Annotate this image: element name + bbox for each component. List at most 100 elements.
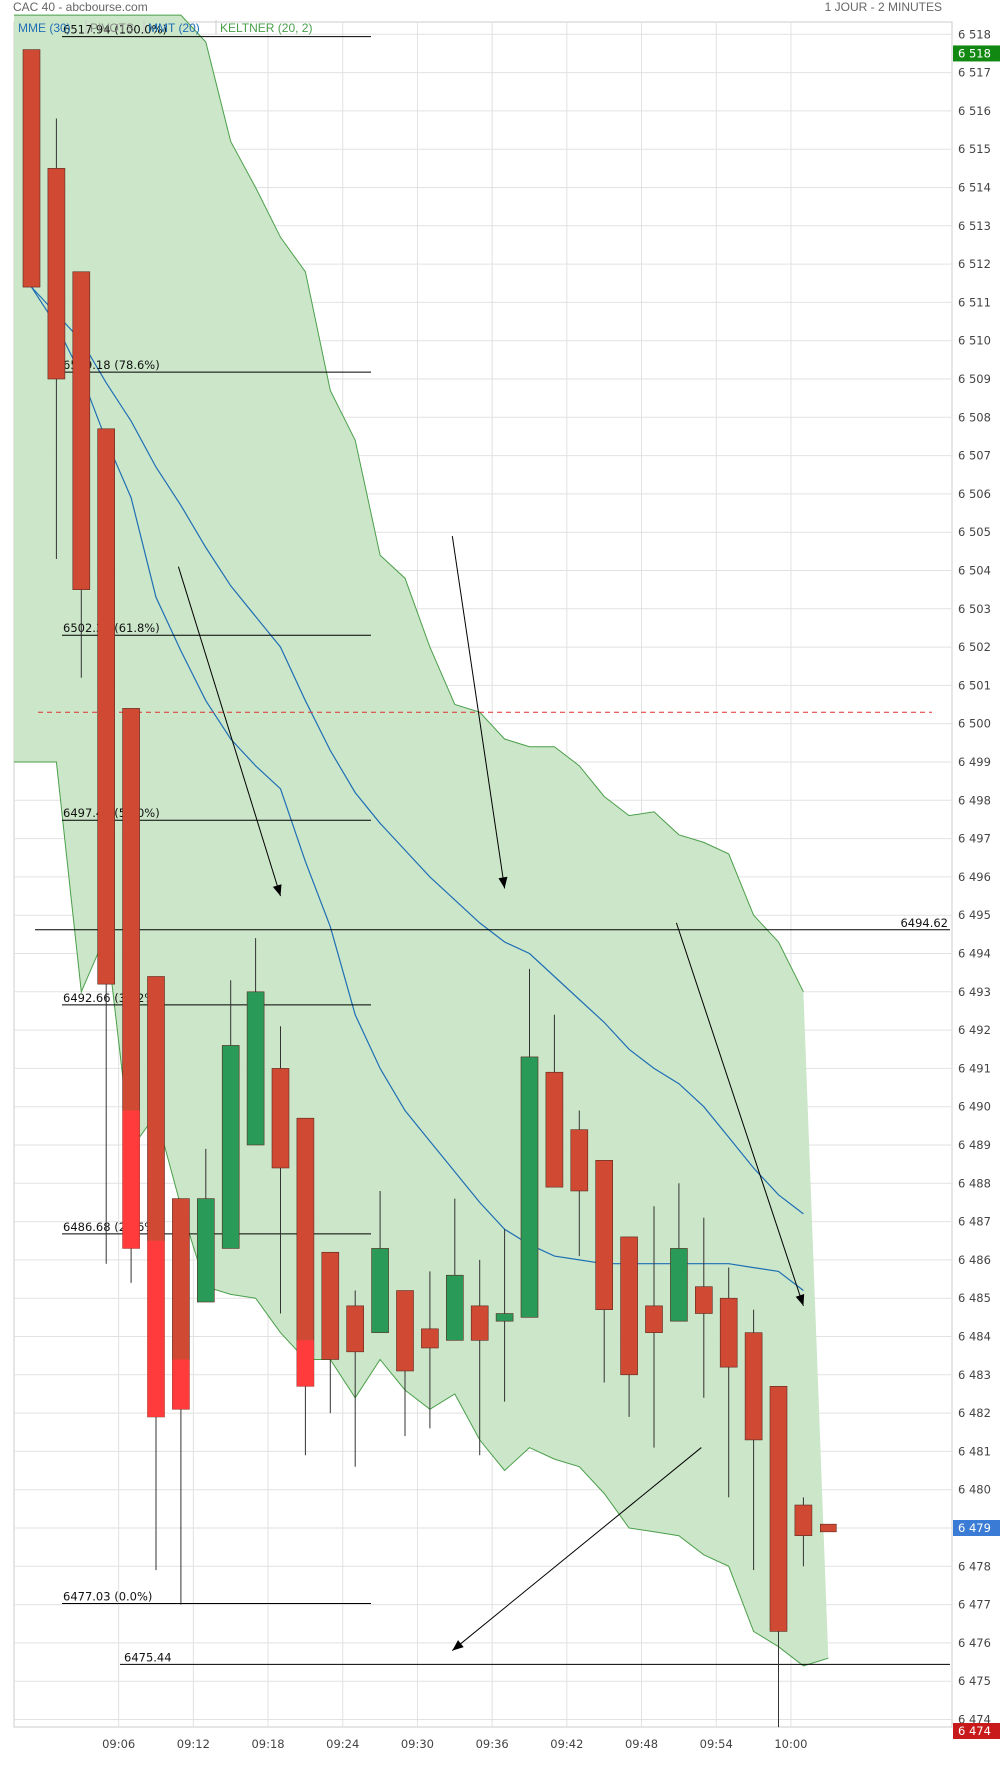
candle[interactable]	[221, 980, 240, 1249]
candle-body	[271, 1068, 290, 1169]
candle-body	[346, 1305, 365, 1353]
candle-body	[421, 1328, 439, 1349]
candle[interactable]	[719, 1267, 738, 1498]
candle[interactable]	[445, 1198, 464, 1341]
y-tick-label: 6 515	[958, 142, 991, 156]
legend-item: PIVOTS	[90, 21, 134, 35]
candle[interactable]	[22, 49, 41, 288]
candle[interactable]	[197, 1148, 215, 1303]
candle[interactable]	[470, 1259, 489, 1456]
candle[interactable]	[321, 1251, 340, 1414]
arrow-head	[498, 876, 508, 889]
y-tick-label: 6 480	[958, 1483, 991, 1497]
candle[interactable]	[246, 938, 265, 1146]
candle-body	[694, 1286, 713, 1314]
candle-body-highlight	[147, 1240, 165, 1417]
arrow-line	[451, 535, 506, 889]
x-tick-label: 09:42	[550, 1737, 583, 1751]
resistance-label: 6494.62	[900, 916, 948, 930]
y-tick-label: 6 493	[958, 985, 991, 999]
candle-body	[197, 1198, 215, 1303]
price-badges: 6 518 6 479 6 474	[953, 45, 1000, 1739]
x-tick-label: 10:00	[774, 1737, 807, 1751]
y-tick-label: 6 492	[958, 1023, 991, 1037]
candle-body	[794, 1504, 813, 1536]
candles[interactable]	[22, 49, 837, 1728]
y-tick-label: 6 498	[958, 793, 991, 807]
x-axis: 09:06 09:12 09:18 09:24 09:30 09:36 09:42 09:48…	[102, 1737, 807, 1751]
candle[interactable]	[371, 1190, 389, 1333]
y-tick-label: 6 512	[958, 257, 991, 271]
candle[interactable]	[271, 1026, 290, 1314]
ema-30-line	[31, 286, 804, 1215]
candle-body	[595, 1160, 614, 1310]
candle[interactable]	[769, 1385, 788, 1728]
candle[interactable]	[545, 1014, 564, 1188]
legend-item: MMT (20)	[148, 21, 200, 35]
x-tick-label: 09:54	[700, 1737, 733, 1751]
arrow-head	[272, 884, 282, 896]
candle-body-highlight	[296, 1340, 314, 1387]
y-tick-label: 6 496	[958, 870, 991, 884]
period-label: 1 JOUR - 2 MINUTES	[824, 0, 942, 14]
badge-last-text: 6 479	[958, 1521, 991, 1535]
y-tick-label: 6 491	[958, 1061, 991, 1075]
candle[interactable]	[97, 428, 115, 1264]
y-tick-label: 6 495	[958, 908, 991, 922]
candle-body-highlight	[172, 1359, 190, 1410]
arrow-line	[675, 922, 804, 1307]
candle-body	[819, 1523, 837, 1533]
candle-body	[396, 1290, 414, 1372]
candle[interactable]	[346, 1290, 365, 1467]
y-tick-label: 6 518	[958, 27, 991, 41]
candle[interactable]	[296, 1117, 315, 1456]
candle[interactable]	[794, 1497, 813, 1567]
x-tick-label: 09:48	[625, 1737, 658, 1751]
y-tick-label: 6 484	[958, 1330, 991, 1344]
candle-body	[221, 1045, 240, 1249]
candle-body	[22, 49, 41, 288]
candle[interactable]	[570, 1110, 589, 1257]
candle[interactable]	[645, 1206, 663, 1448]
candle[interactable]	[72, 271, 91, 678]
x-tick-label: 09:24	[326, 1737, 359, 1751]
arrow-head	[795, 1294, 805, 1306]
candle[interactable]	[47, 118, 66, 560]
badge-last	[953, 1520, 1000, 1536]
y-tick-label: 6 499	[958, 755, 991, 769]
candle[interactable]	[595, 1160, 614, 1383]
y-tick-label: 6 517	[958, 66, 991, 80]
y-tick-label: 6 506	[958, 487, 991, 501]
fib-level-label: 6517.94 (100.0%)	[63, 23, 167, 37]
candle[interactable]	[670, 1183, 688, 1322]
candle[interactable]	[495, 1229, 514, 1402]
y-tick-label: 6 502	[958, 640, 991, 654]
y-tick-label: 6 476	[958, 1636, 991, 1650]
candle[interactable]	[819, 1523, 837, 1533]
candle-body	[470, 1305, 489, 1341]
candle[interactable]	[520, 968, 539, 1318]
y-tick-label: 6 483	[958, 1368, 991, 1382]
candle-body	[321, 1251, 340, 1360]
y-tick-label: 6 504	[958, 564, 991, 578]
arrow-head	[452, 1640, 464, 1651]
x-tick-label: 09:06	[102, 1737, 135, 1751]
candle[interactable]	[620, 1236, 638, 1417]
candle[interactable]	[694, 1217, 713, 1398]
candle[interactable]	[421, 1271, 439, 1429]
candle-body	[47, 168, 66, 380]
keltner-upper-line	[14, 14, 804, 993]
candle-body-highlight	[122, 1110, 140, 1249]
y-tick-label: 6 516	[958, 104, 991, 118]
candle-body	[645, 1305, 663, 1333]
candle[interactable]	[744, 1309, 763, 1571]
candle[interactable]	[396, 1290, 414, 1437]
candle-body	[371, 1248, 389, 1333]
candle-body	[445, 1274, 464, 1341]
legend: MME (30) PIVOTS MMT (20) KELTNER (20, 2)	[18, 20, 312, 35]
y-tick-label: 6 477	[958, 1598, 991, 1612]
y-tick-label: 6 481	[958, 1444, 991, 1458]
x-tick-label: 09:12	[177, 1737, 210, 1751]
y-tick-label: 6 497	[958, 832, 991, 846]
